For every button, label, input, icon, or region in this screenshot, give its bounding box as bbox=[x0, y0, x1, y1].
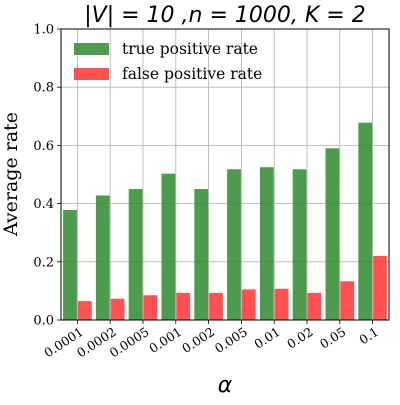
false-positive-bar bbox=[110, 298, 125, 320]
false-positive-bar bbox=[77, 301, 92, 320]
x-tick-label: 0.001 bbox=[146, 324, 184, 356]
y-tick-label: 0.4 bbox=[33, 197, 54, 212]
true-positive-bar bbox=[161, 173, 176, 320]
true-positive-bar bbox=[259, 167, 274, 320]
legend-swatch-true-positive bbox=[74, 43, 109, 55]
true-positive-bar bbox=[63, 210, 77, 320]
y-tick-label: 0.2 bbox=[33, 255, 54, 270]
x-tick-label: 0.02 bbox=[284, 324, 316, 352]
y-tick-label: 0.0 bbox=[33, 314, 54, 329]
false-positive-bar bbox=[373, 255, 387, 320]
plot-frame bbox=[60, 28, 390, 321]
y-tick-label: 0.6 bbox=[33, 139, 54, 154]
legend-label-true-positive: true positive rate bbox=[122, 40, 258, 58]
legend-label-false-positive: false positive rate bbox=[122, 65, 262, 83]
x-tick-label: 0.005 bbox=[212, 324, 250, 356]
false-positive-bar bbox=[241, 289, 256, 320]
false-positive-bar bbox=[176, 292, 191, 320]
false-positive-bar bbox=[143, 295, 158, 320]
true-positive-bar bbox=[95, 195, 110, 320]
x-axis-label: α bbox=[218, 373, 233, 398]
x-tick-label: 0.05 bbox=[317, 324, 349, 352]
x-tick-label: 0.1 bbox=[356, 324, 381, 347]
y-tick-label: 0.8 bbox=[33, 81, 54, 96]
y-tick-label: 1.0 bbox=[33, 23, 54, 38]
true-positive-bar bbox=[292, 169, 307, 320]
false-positive-bar bbox=[340, 281, 355, 320]
true-positive-bar bbox=[194, 189, 209, 320]
legend-swatch-false-positive bbox=[74, 68, 109, 80]
true-positive-bar bbox=[325, 148, 340, 320]
chart-title: |V| = 10 ,n = 1000, K = 2 bbox=[84, 3, 365, 28]
false-positive-bar bbox=[274, 288, 289, 320]
false-positive-bar bbox=[307, 292, 322, 320]
false-positive-bar bbox=[209, 292, 223, 320]
x-tick-label: 0.002 bbox=[179, 324, 217, 356]
true-positive-bar bbox=[358, 122, 373, 321]
true-positive-bar bbox=[128, 189, 143, 320]
x-tick-label: 0.01 bbox=[251, 324, 283, 352]
y-axis-label: Average rate bbox=[0, 112, 22, 237]
true-positive-bar bbox=[227, 169, 241, 320]
